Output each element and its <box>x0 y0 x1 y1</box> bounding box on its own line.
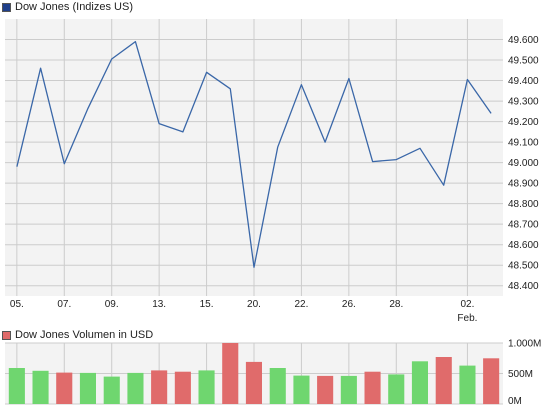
price-y-tick-11: 48.500 <box>508 261 539 272</box>
price-y-tick-8: 48.800 <box>508 199 539 210</box>
volume-bar-9 <box>222 343 239 404</box>
price-x-tick-5: 20. <box>247 299 261 310</box>
volume-bar-14 <box>340 375 357 404</box>
volume-bar-5 <box>127 372 144 404</box>
volume-y-tick-0: 1.000M <box>508 339 541 350</box>
price-series-line <box>16 40 492 268</box>
price-y-tick-9: 48.700 <box>508 220 539 231</box>
price-y-tick-7: 48.900 <box>508 179 539 190</box>
price-x-tick-9: 02. <box>460 299 474 310</box>
price-x-tick-2: 09. <box>105 299 119 310</box>
volume-bar-3 <box>79 372 96 404</box>
volume-bar-10 <box>245 361 262 404</box>
price-x-sublabel: Feb. <box>457 313 477 324</box>
volume-bar-17 <box>411 361 428 404</box>
price-x-tick-0: 05. <box>10 299 24 310</box>
volume-bar-8 <box>198 370 215 404</box>
price-x-tick-3: 13. <box>152 299 166 310</box>
volume-bar-2 <box>56 372 73 404</box>
volume-bar-18 <box>435 357 452 404</box>
price-y-tick-3: 49.300 <box>508 97 539 108</box>
price-x-tick-6: 22. <box>294 299 308 310</box>
volume-y-tick-1: 500M <box>508 369 533 380</box>
volume-y-tick-2: 0M <box>508 396 522 407</box>
price-legend: Dow Jones (Indizes US) <box>2 0 133 14</box>
volume-bar-15 <box>364 371 381 404</box>
price-x-tick-8: 28. <box>389 299 403 310</box>
price-y-tick-5: 49.100 <box>508 138 539 149</box>
price-y-tick-10: 48.600 <box>508 240 539 251</box>
price-y-tick-12: 48.400 <box>508 281 539 292</box>
price-y-tick-0: 49.600 <box>508 35 539 46</box>
price-x-tick-4: 15. <box>200 299 214 310</box>
volume-bar-12 <box>293 375 310 404</box>
volume-bar-11 <box>269 368 286 404</box>
price-y-tick-4: 49.200 <box>508 117 539 128</box>
price-y-tick-2: 49.400 <box>508 76 539 87</box>
volume-bar-0 <box>8 368 25 404</box>
price-x-tick-7: 26. <box>342 299 356 310</box>
volume-legend: Dow Jones Volumen in USD <box>2 328 153 342</box>
volume-bar-1 <box>32 370 49 404</box>
volume-bar-6 <box>151 370 168 404</box>
volume-bar-7 <box>174 371 191 404</box>
price-y-tick-6: 49.000 <box>508 158 539 169</box>
price-x-tick-1: 07. <box>57 299 71 310</box>
volume-legend-swatch <box>2 330 11 340</box>
volume-bar-13 <box>317 375 334 404</box>
volume-bar-19 <box>459 365 476 404</box>
volume-bar-16 <box>388 374 405 404</box>
volume-bar-4 <box>103 376 120 404</box>
volume-bar-20 <box>483 358 500 405</box>
price-legend-swatch <box>2 2 11 12</box>
volume-legend-label: Dow Jones Volumen in USD <box>15 329 154 341</box>
price-legend-label: Dow Jones (Indizes US) <box>15 1 133 13</box>
price-y-tick-1: 49.500 <box>508 56 539 67</box>
